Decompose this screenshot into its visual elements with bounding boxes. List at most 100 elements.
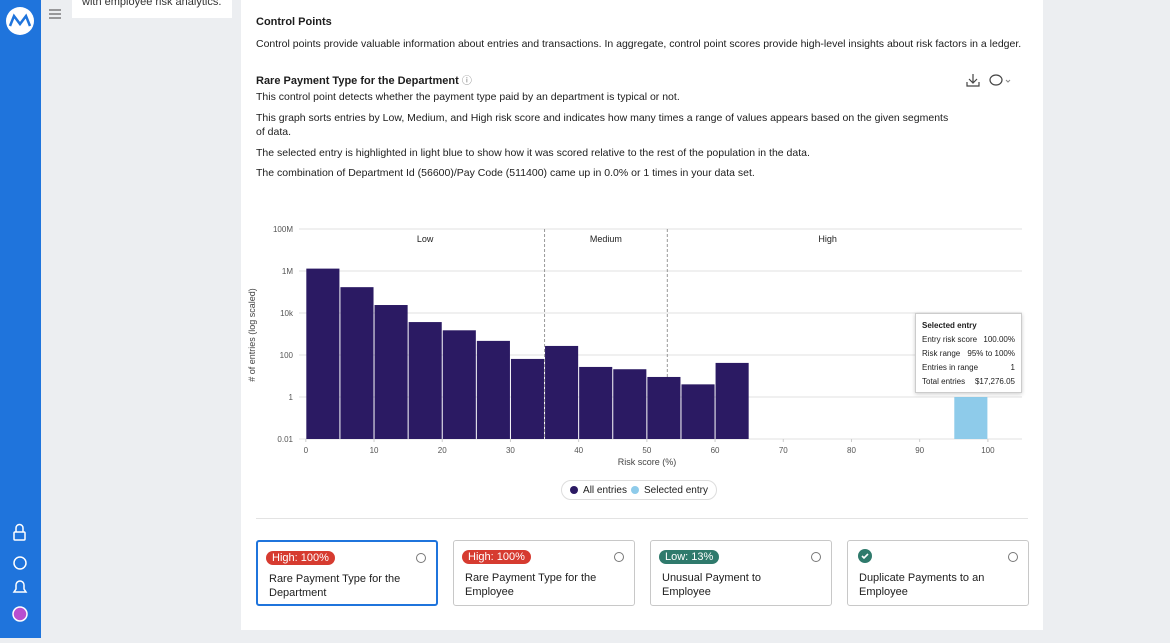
bar [954, 397, 988, 439]
tooltip-value: $17,276.05 [974, 377, 1015, 386]
info-icon[interactable] [416, 553, 426, 563]
tooltip: Selected entry Entry risk score 100.00% Ri… [915, 313, 1022, 393]
control-point-title: Rare Payment Type for the Department ⓘ [256, 75, 472, 87]
avatar[interactable] [12, 606, 28, 622]
y-tick-label: 100M [273, 225, 293, 234]
tooltip-row: Risk range 95% to 100% [922, 347, 1015, 361]
legend-item[interactable]: Selected entry [631, 485, 708, 496]
bar [545, 345, 579, 439]
comment-dropdown[interactable] [1005, 79, 1011, 83]
bar [647, 376, 681, 439]
logo[interactable] [6, 7, 34, 35]
tooltip-label: Entries in range [922, 363, 979, 372]
paragraph: The selected entry is highlighted in lig… [256, 147, 810, 159]
tooltip-label: Risk range [922, 349, 961, 358]
tooltip-row: Total entries $17,276.05 [922, 375, 1015, 389]
tooltip-value: 95% to 100% [967, 349, 1015, 358]
y-tick-label: 1M [282, 267, 293, 276]
logo-mark [8, 13, 32, 27]
legend-item[interactable]: All entries [570, 485, 627, 496]
bar [510, 358, 545, 439]
y-tick-label: 0.01 [277, 435, 293, 444]
badge: High: 100% [266, 551, 335, 565]
paragraph: This graph sorts entries by Low, Medium,… [256, 112, 949, 138]
x-tick-label: 40 [574, 446, 583, 455]
region-label: Medium [590, 234, 622, 244]
bar [340, 287, 374, 439]
card-title: Unusual Payment to Employee [662, 572, 762, 598]
x-tick-label: 0 [304, 446, 309, 455]
bar [681, 384, 715, 439]
info-icon[interactable] [1008, 552, 1018, 562]
card-title: Rare Payment Type for the Department [269, 573, 401, 599]
bell-icon[interactable] [12, 580, 28, 593]
sidebar [0, 0, 41, 638]
menu-icon[interactable] [48, 8, 62, 20]
info-icon[interactable] [811, 552, 821, 562]
bar [579, 366, 613, 439]
badge: Low: 13% [659, 550, 720, 564]
legend: All entries Selected entry [561, 480, 717, 500]
bar [374, 305, 408, 439]
bar [715, 362, 749, 439]
tooltip-label: Entry risk score [922, 335, 978, 344]
side-panel: with employee risk analytics. [72, 0, 232, 18]
tooltip-value: 100.00% [983, 335, 1015, 344]
card[interactable]: Duplicate Payments to an Employee [847, 540, 1029, 606]
panel-text: with employee risk analytics. [82, 0, 222, 8]
check-icon [858, 549, 872, 563]
card[interactable]: Low: 13% Unusual Payment to Employee [650, 540, 832, 606]
tooltip-row: Entries in range 1 [922, 361, 1015, 375]
chart: # of entries (log scaled) Risk score (%)… [247, 225, 1022, 467]
badge: High: 100% [462, 550, 531, 564]
y-axis-label: # of entries (log scaled) [247, 288, 257, 382]
section-intro: Control points provide valuable informat… [256, 38, 1022, 50]
x-axis-label: Risk score (%) [618, 457, 677, 467]
bar [613, 369, 647, 439]
sidebar-icons [6, 7, 34, 622]
control-point-title-text: Rare Payment Type for the Department [256, 75, 459, 87]
lock-icon[interactable] [13, 531, 26, 541]
y-tick-label: 100 [280, 351, 294, 360]
divider [256, 518, 1028, 519]
x-tick-label: 50 [642, 446, 651, 455]
paragraph: This control point detects whether the p… [256, 91, 680, 103]
card[interactable]: High: 100% Rare Payment Type for the Empl… [453, 540, 635, 606]
download-icon[interactable] [966, 74, 980, 87]
tooltip-label: Total entries [922, 377, 966, 386]
x-tick-label: 30 [506, 446, 515, 455]
section-title: Control Points [256, 16, 332, 28]
tooltip-row: Entry risk score 100.00% [922, 333, 1015, 347]
x-tick-label: 70 [779, 446, 788, 455]
legend-swatch [570, 485, 579, 494]
y-tick-label: 10k [280, 309, 294, 318]
card-title: Duplicate Payments to an Employee [859, 572, 985, 598]
paragraph: The combination of Department Id (56600)… [256, 167, 755, 179]
bar [408, 322, 442, 439]
x-tick-label: 20 [438, 446, 447, 455]
x-tick-label: 100 [981, 446, 995, 455]
card-title: Rare Payment Type for the Employee [465, 572, 597, 598]
lock-shackle [15, 523, 24, 532]
y-tick-label: 1 [289, 393, 294, 402]
x-tick-label: 10 [370, 446, 379, 455]
legend-label: All entries [583, 484, 627, 496]
content: Control Points Control points provide va… [241, 0, 1043, 630]
bar [306, 268, 340, 439]
region-label: Low [417, 234, 434, 244]
help-icon[interactable] [13, 556, 27, 570]
card[interactable]: High: 100% Rare Payment Type for the Depa… [256, 540, 438, 606]
x-tick-label: 90 [915, 446, 924, 455]
bar [442, 330, 476, 439]
bar [476, 340, 510, 439]
x-tick-label: 80 [847, 446, 856, 455]
tooltip-value: 1 [1010, 363, 1015, 372]
chart-actions [966, 74, 1011, 87]
legend-swatch [631, 485, 640, 494]
info-icon[interactable] [614, 552, 624, 562]
comment-icon[interactable] [989, 74, 1003, 86]
tooltip-title: Selected entry [922, 321, 977, 330]
x-tick-label: 60 [711, 446, 720, 455]
legend-label: Selected entry [644, 484, 708, 496]
